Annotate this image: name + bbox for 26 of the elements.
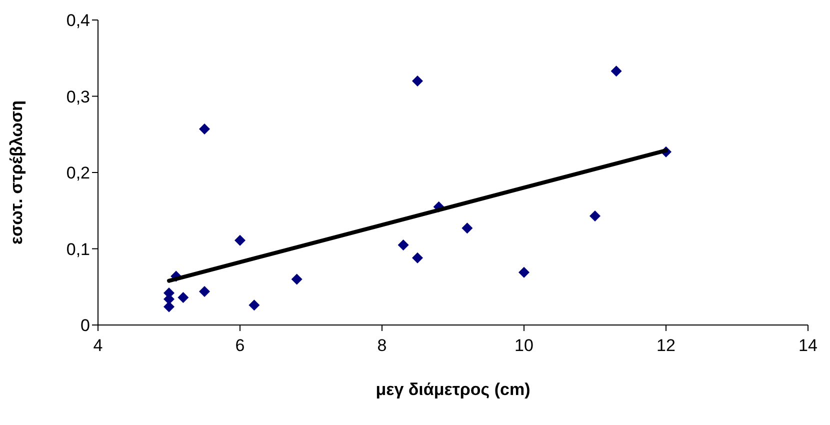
point bbox=[590, 210, 600, 222]
point bbox=[248, 300, 260, 311]
y-tick-label: 0,1 bbox=[66, 240, 90, 259]
y-tick-label: 0 bbox=[80, 316, 90, 336]
point bbox=[412, 252, 423, 264]
point bbox=[398, 239, 409, 250]
y-tick-label: 0,2 bbox=[66, 164, 90, 183]
x-tick-label: 14 bbox=[798, 336, 818, 356]
y-tick-label: 0,3 bbox=[66, 87, 90, 106]
x-tick-label: 4 bbox=[93, 336, 103, 356]
point bbox=[610, 66, 622, 77]
point bbox=[234, 234, 246, 246]
point bbox=[199, 286, 210, 297]
y-tick-label: 0,4 bbox=[66, 11, 90, 30]
point bbox=[291, 274, 302, 285]
y-axis-title: εσωτ. στρέβλωση bbox=[7, 100, 26, 245]
point bbox=[178, 292, 189, 304]
point bbox=[199, 124, 210, 135]
point bbox=[462, 222, 473, 234]
x-axis-title: μεγ διάμετρος (cm) bbox=[376, 380, 530, 399]
x-tick-label: 10 bbox=[514, 336, 534, 356]
x-tick-label: 8 bbox=[377, 336, 387, 356]
x-tick-label: 12 bbox=[656, 336, 676, 356]
point bbox=[518, 266, 530, 278]
x-tick-label: 6 bbox=[235, 336, 245, 356]
point bbox=[412, 76, 423, 86]
